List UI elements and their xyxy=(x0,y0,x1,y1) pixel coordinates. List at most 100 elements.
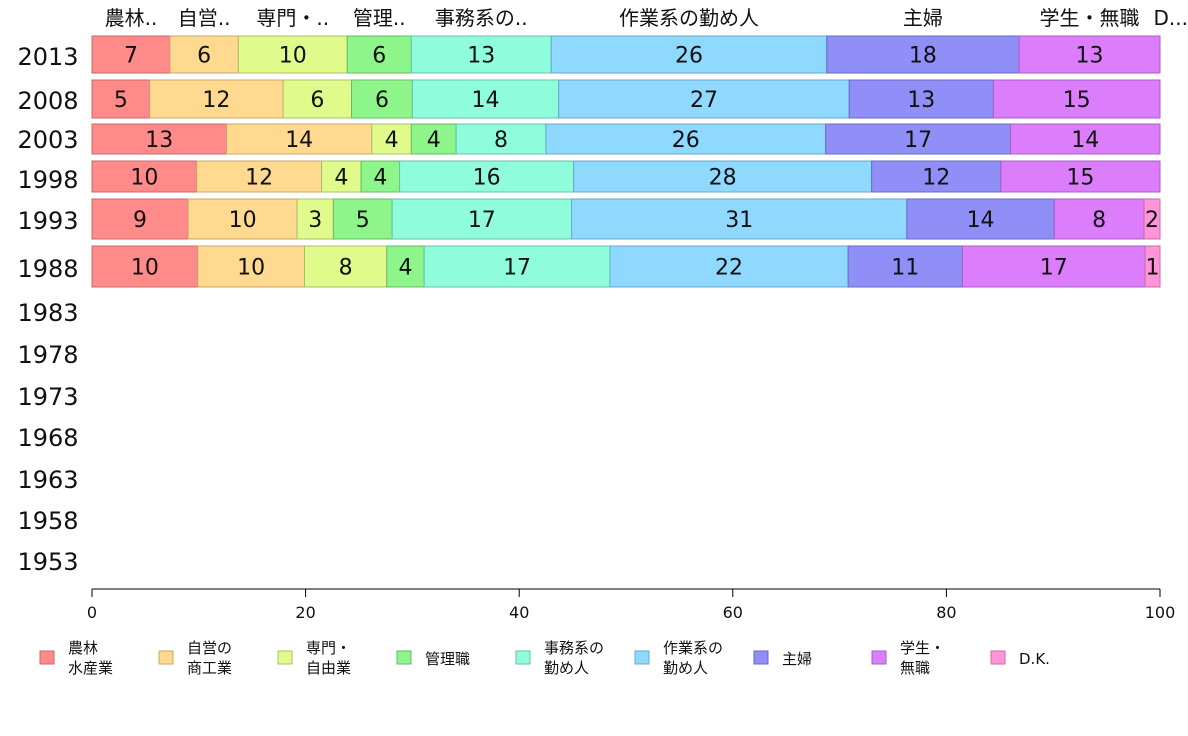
legend-item: 作業系の勤め人 xyxy=(634,639,723,677)
data-label: 6 xyxy=(375,88,389,113)
year-label-1978: 1978 xyxy=(17,341,78,369)
bar-segment xyxy=(399,160,575,193)
legend-swatch xyxy=(634,650,650,665)
data-label: 11 xyxy=(891,256,919,281)
legend-label: 管理職 xyxy=(425,650,470,668)
bar-segment xyxy=(825,123,1011,155)
bar-row-1998: 10 12 4 4 16 28 12 15 xyxy=(91,160,1161,193)
data-label: 4 xyxy=(334,166,348,191)
bar-segment xyxy=(351,79,413,119)
data-label: 17 xyxy=(904,128,932,153)
legend-swatch xyxy=(871,650,887,665)
data-label: 17 xyxy=(468,208,496,233)
bar-segment xyxy=(992,79,1161,119)
legend-label: 事務系の xyxy=(544,639,604,657)
data-label: 7 xyxy=(124,44,138,69)
bar-segment xyxy=(571,198,908,240)
bar-segment xyxy=(545,123,827,155)
bar-segment xyxy=(1000,160,1161,193)
data-label: 6 xyxy=(372,44,386,69)
data-label: 5 xyxy=(356,208,370,233)
legend-label: 商工業 xyxy=(187,659,232,677)
bar-segment xyxy=(296,198,334,240)
legend-label: 水産業 xyxy=(68,659,113,677)
data-label: 1 xyxy=(1146,256,1160,281)
x-tick-label: 60 xyxy=(723,603,743,622)
x-axis: 0 20 40 60 80 100 xyxy=(87,588,1176,622)
data-label: 5 xyxy=(114,88,128,113)
category-header: 農林.. xyxy=(105,6,158,30)
legend-label: 自営の xyxy=(187,639,232,657)
year-label-1958: 1958 xyxy=(17,507,78,535)
data-label: 28 xyxy=(709,166,737,191)
legend-swatch xyxy=(158,650,174,665)
data-label: 26 xyxy=(672,128,700,153)
data-label: 17 xyxy=(503,256,531,281)
category-header: 事務系の.. xyxy=(435,6,528,30)
legend-item: D.K. xyxy=(990,650,1050,668)
data-label: 26 xyxy=(675,44,703,69)
legend-swatch xyxy=(277,650,293,665)
data-label: 4 xyxy=(385,128,399,153)
year-label-1953: 1953 xyxy=(17,548,78,576)
legend-label: 農林 xyxy=(68,639,98,657)
legend-swatch xyxy=(753,650,769,665)
legend-swatch xyxy=(515,650,531,665)
data-label: 16 xyxy=(473,166,501,191)
year-label-2003: 2003 xyxy=(17,126,78,154)
data-label: 12 xyxy=(202,88,230,113)
bar-segment xyxy=(826,35,1020,74)
bar-segment xyxy=(321,160,362,193)
data-label: 15 xyxy=(1063,88,1091,113)
bar-row-1988: 10 10 8 4 17 22 11 17 1 xyxy=(91,245,1161,288)
bar-segment xyxy=(149,79,284,119)
bar-segment xyxy=(411,79,560,119)
data-label: 2 xyxy=(1145,208,1159,233)
data-label: 8 xyxy=(339,256,353,281)
legend-item: 主婦 xyxy=(753,650,812,668)
year-label-1993: 1993 xyxy=(17,207,78,235)
bar-segment xyxy=(1143,198,1161,240)
data-label: 18 xyxy=(909,44,937,69)
bar-segment xyxy=(386,245,425,288)
legend-label: 学生・ xyxy=(900,639,945,657)
data-label: 8 xyxy=(494,128,508,153)
data-label: 4 xyxy=(398,256,412,281)
bar-segment xyxy=(187,198,298,240)
bar-segment xyxy=(906,198,1055,240)
data-label: 4 xyxy=(373,166,387,191)
bar-segment xyxy=(1053,198,1145,240)
data-label: 13 xyxy=(467,44,495,69)
data-label: 10 xyxy=(237,256,265,281)
bar-row-2003: 13 14 4 4 8 26 17 14 xyxy=(91,123,1161,155)
x-tick-label: 100 xyxy=(1145,603,1176,622)
category-header: 作業系の勤め人 xyxy=(619,6,759,30)
bar-segment xyxy=(410,123,457,155)
bar-segment xyxy=(423,245,611,288)
bar-segment xyxy=(91,123,228,155)
data-label: 31 xyxy=(725,208,753,233)
bar-segment xyxy=(871,160,1002,193)
data-label: 17 xyxy=(1040,256,1068,281)
year-label-1968: 1968 xyxy=(17,424,78,452)
data-label: 10 xyxy=(229,208,257,233)
data-label: 6 xyxy=(197,44,211,69)
legend-label: 勤め人 xyxy=(544,659,589,677)
data-label: 13 xyxy=(907,88,935,113)
bar-segment xyxy=(550,35,828,74)
bar-segment xyxy=(304,245,388,288)
x-tick-label: 0 xyxy=(87,603,97,622)
category-header: 主婦 xyxy=(903,6,943,30)
legend-label: D.K. xyxy=(1019,650,1050,668)
data-label: 8 xyxy=(1092,208,1106,233)
bar-row-2013: 7 6 10 6 13 26 18 13 xyxy=(91,35,1161,74)
data-label: 14 xyxy=(472,88,500,113)
bar-segment xyxy=(237,35,348,74)
bar-row-1993: 9 10 3 5 17 31 14 8 2 xyxy=(91,198,1161,240)
bar-segment xyxy=(226,123,373,155)
legend-label: 作業系の xyxy=(663,639,723,657)
x-tick-label: 20 xyxy=(295,603,315,622)
bar-segment xyxy=(410,35,552,74)
